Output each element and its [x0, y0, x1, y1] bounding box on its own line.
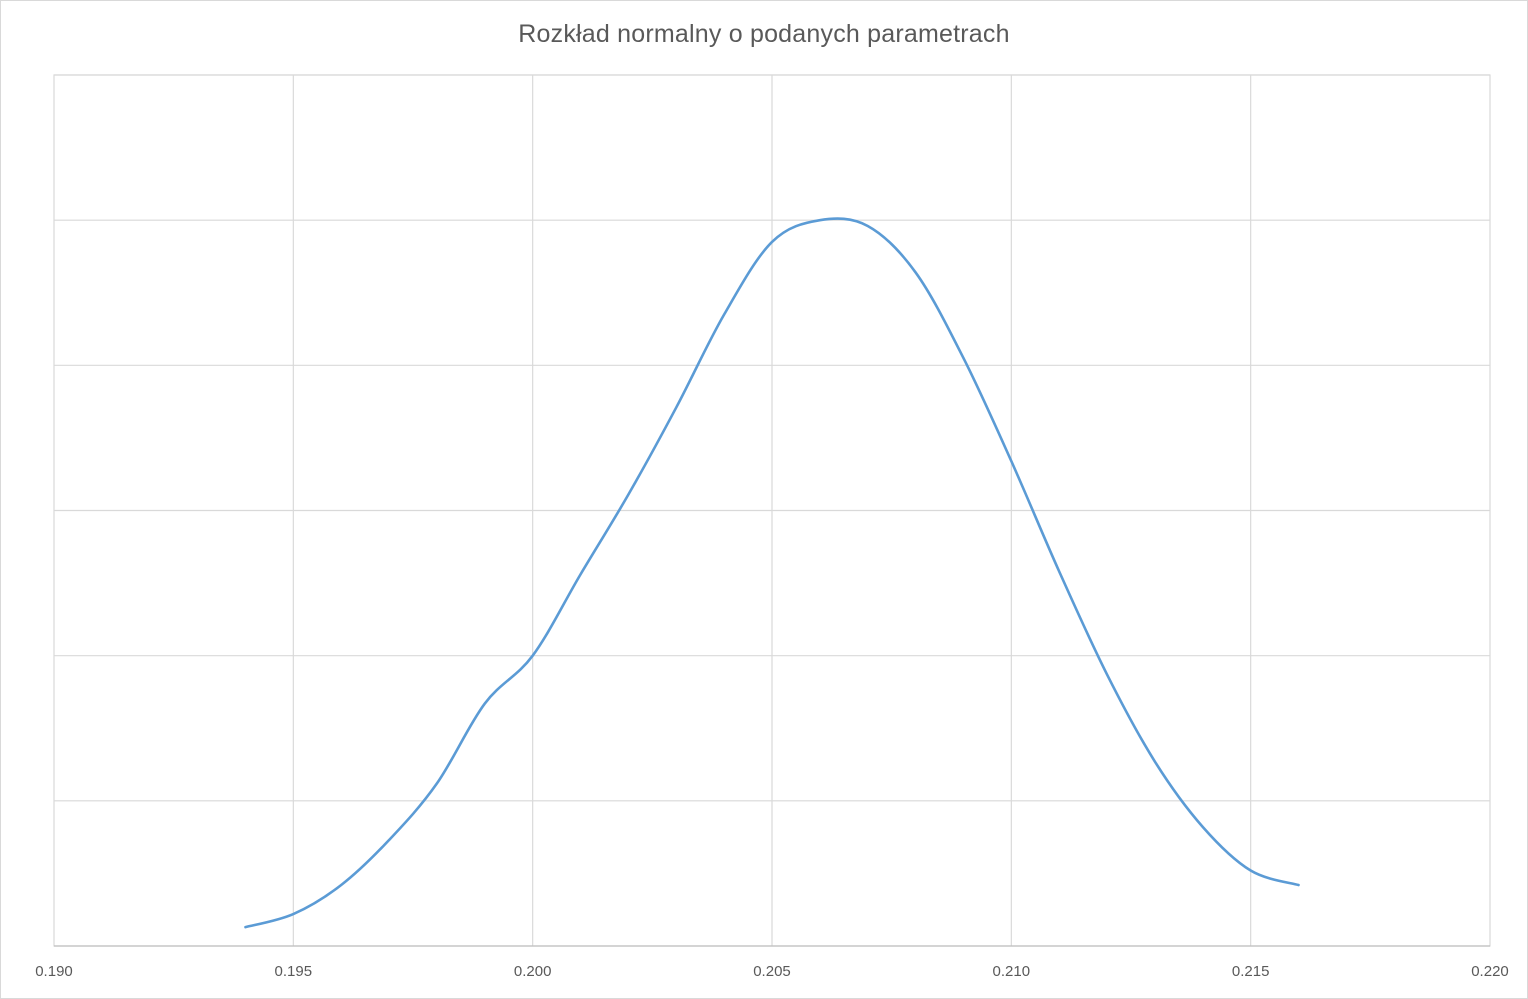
x-tick-label: 0.220: [1471, 963, 1509, 980]
x-tick-label: 0.215: [1232, 963, 1270, 980]
x-axis-tick-labels: 0.190 0.195 0.200 0.205 0.210 0.215 0.220: [35, 963, 1509, 980]
x-tick-label: 0.205: [753, 963, 791, 980]
series-layer: [244, 217, 1300, 929]
x-tick-label: 0.190: [35, 963, 73, 980]
series-line: [244, 217, 1300, 929]
x-tick-label: 0.195: [275, 963, 313, 980]
chart-title: Rozkład normalny o podanych parametrach: [518, 20, 1010, 48]
x-tick-label: 0.210: [993, 963, 1031, 980]
x-tick-label: 0.200: [514, 963, 552, 980]
horizontal-gridlines: [54, 74, 1490, 802]
